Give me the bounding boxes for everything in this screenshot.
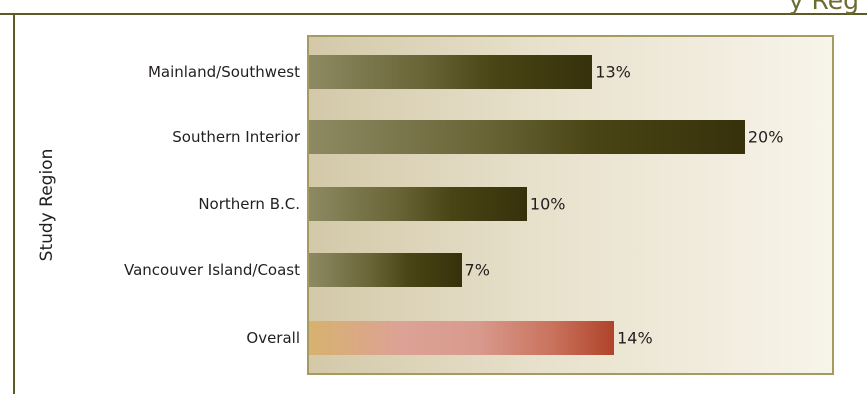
category-label: Northern B.C.	[198, 195, 300, 213]
category-label: Vancouver Island/Coast	[124, 261, 300, 279]
frame-top-rule	[0, 13, 867, 15]
header-title: y Reg	[788, 0, 859, 15]
bar-southern-interior	[309, 120, 745, 154]
value-label: 7%	[464, 260, 490, 280]
category-label: Overall	[246, 329, 300, 347]
bar-vancouver-island-coast	[309, 253, 462, 287]
value-label: 14%	[617, 328, 653, 348]
value-label: 10%	[529, 194, 566, 214]
y-axis-label: Study Region	[37, 148, 57, 262]
value-label: 20%	[747, 127, 784, 147]
frame-left-rule	[13, 13, 15, 394]
bar-mainland-southwest	[309, 55, 593, 89]
category-label: Mainland/Southwest	[147, 63, 300, 81]
category-label: Southern Interior	[172, 128, 300, 146]
bar-northern-b-c	[309, 187, 527, 221]
value-label: 13%	[595, 62, 631, 82]
bar-overall	[309, 321, 615, 355]
plot-area	[307, 35, 834, 375]
